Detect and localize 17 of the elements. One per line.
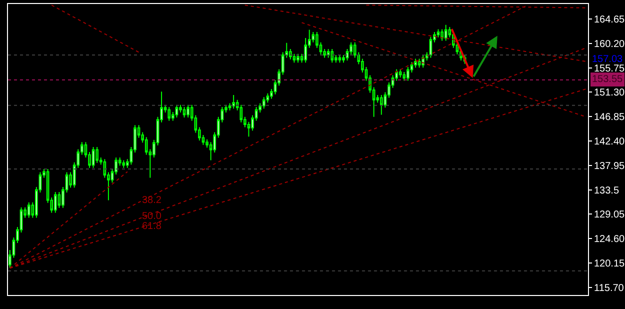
y-tick-label: 124.60 [594,234,625,246]
y-tick-label: 151.30 [594,88,625,99]
y-tick-label: 129.05 [594,210,625,221]
y-tick-label: 160.20 [594,38,625,50]
y-tick-label: 164.65 [594,14,625,26]
y-tick-label: 155.75 [594,63,625,74]
y-tick-label: 133.5 [594,185,620,196]
y-tick-label: 137.95 [594,160,625,172]
y-tick-label: 120.15 [594,258,625,270]
ref-line-label: 153.55 [592,74,624,85]
series-label: 50.0 [142,211,162,222]
series-label: 61.8 [142,221,162,232]
y-tick-label: 115.70 [594,282,624,294]
text: 157.03 [592,54,624,65]
y-tick-label: 146.85 [594,112,625,124]
series-label: 38.2 [142,195,162,206]
y-tick-label: 142.40 [594,136,625,148]
